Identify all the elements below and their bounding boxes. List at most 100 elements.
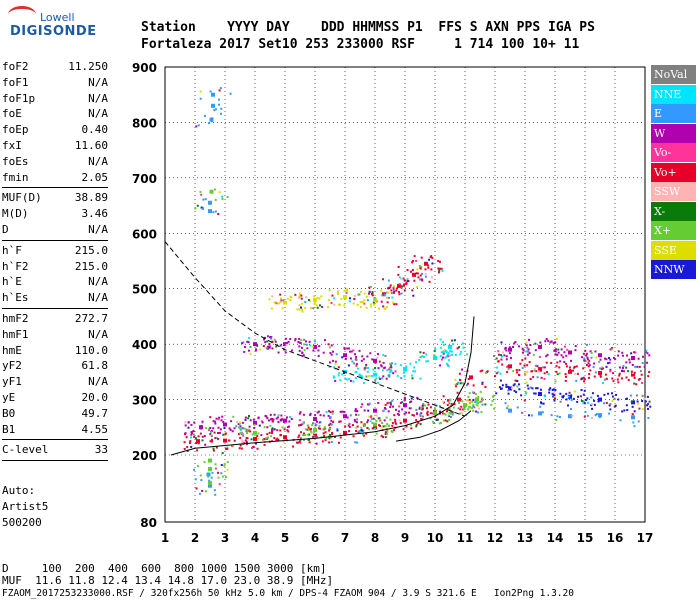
data-point [388, 401, 391, 404]
data-point [242, 434, 245, 437]
data-point [562, 356, 565, 359]
data-point [505, 349, 508, 352]
series-f-trace-spread [184, 396, 423, 438]
data-point [194, 437, 197, 440]
data-point [337, 303, 340, 306]
data-point [598, 370, 602, 375]
data-point [456, 383, 459, 386]
data-point [495, 392, 498, 395]
data-point [595, 413, 598, 416]
data-point [333, 435, 336, 438]
data-point [504, 346, 507, 349]
data-point [497, 371, 500, 374]
data-point [356, 303, 359, 306]
data-point [356, 421, 359, 424]
data-point [553, 399, 556, 402]
param-value: 2.05 [81, 170, 109, 184]
data-point [275, 345, 278, 348]
data-point [392, 285, 395, 288]
data-point [637, 402, 640, 405]
data-point [580, 399, 583, 402]
data-point [287, 425, 290, 428]
data-point [331, 350, 334, 353]
data-point [508, 346, 511, 349]
param-row-foe: foE N/A [2, 107, 108, 120]
data-point [556, 373, 559, 376]
data-point [513, 342, 516, 345]
data-point [382, 305, 385, 308]
data-point [459, 353, 462, 356]
param-row-foep: foEp 0.40 [2, 123, 108, 136]
data-point [543, 377, 546, 380]
param-row-fxi: fxI 11.60 [2, 139, 108, 152]
data-point [617, 398, 620, 401]
data-point [343, 347, 346, 350]
data-point [210, 120, 213, 123]
data-point [402, 277, 405, 280]
data-point [598, 353, 602, 358]
data-point [553, 349, 556, 352]
data-point [395, 303, 398, 306]
data-point [314, 434, 317, 437]
data-point [247, 415, 250, 418]
data-point [381, 377, 384, 380]
data-point [409, 424, 412, 427]
data-point [313, 295, 316, 298]
data-point [425, 360, 428, 363]
data-point [374, 367, 377, 370]
data-point [199, 425, 203, 430]
data-point [382, 354, 385, 357]
data-point [616, 378, 619, 381]
data-point [516, 385, 519, 388]
x-tick-label: 10 [427, 531, 444, 545]
data-point [399, 364, 402, 367]
data-point [593, 403, 596, 406]
data-point [357, 293, 360, 296]
data-point [348, 297, 351, 300]
data-point [353, 353, 356, 356]
data-point [265, 415, 268, 418]
param-row-ye: yE 20.0 [2, 391, 108, 404]
param-value: N/A [88, 375, 108, 389]
data-point [630, 400, 633, 403]
data-point [568, 391, 571, 394]
data-point [426, 410, 429, 413]
data-point [296, 308, 299, 311]
data-point [248, 428, 251, 431]
data-point [219, 112, 222, 115]
data-point [360, 406, 363, 409]
data-point [363, 367, 366, 370]
data-point [339, 303, 342, 306]
data-point [329, 411, 332, 414]
data-point [599, 367, 602, 370]
data-point [553, 394, 556, 397]
data-point [586, 356, 589, 359]
data-point [412, 294, 415, 297]
logo-digisonde: DIGISONDE [10, 24, 97, 39]
data-point [312, 307, 315, 310]
data-point [527, 387, 530, 390]
data-point [223, 464, 226, 467]
data-point [448, 412, 451, 415]
data-point [200, 427, 203, 430]
data-point [208, 483, 212, 488]
data-point [283, 428, 286, 431]
data-point [459, 382, 462, 385]
data-point [379, 424, 382, 427]
legend-item-sse: SSE [651, 240, 696, 260]
data-point [306, 433, 309, 436]
data-point [386, 433, 389, 436]
data-point [446, 404, 449, 407]
data-point [248, 336, 251, 339]
data-point [637, 378, 640, 381]
data-point [633, 382, 636, 385]
data-point [372, 301, 375, 304]
x-tick-label: 8 [371, 531, 379, 545]
data-point [361, 429, 364, 432]
data-point [450, 415, 453, 418]
data-point [462, 346, 465, 349]
data-point [332, 366, 335, 369]
data-point [629, 394, 632, 397]
data-point [568, 414, 572, 419]
data-point [614, 404, 617, 407]
